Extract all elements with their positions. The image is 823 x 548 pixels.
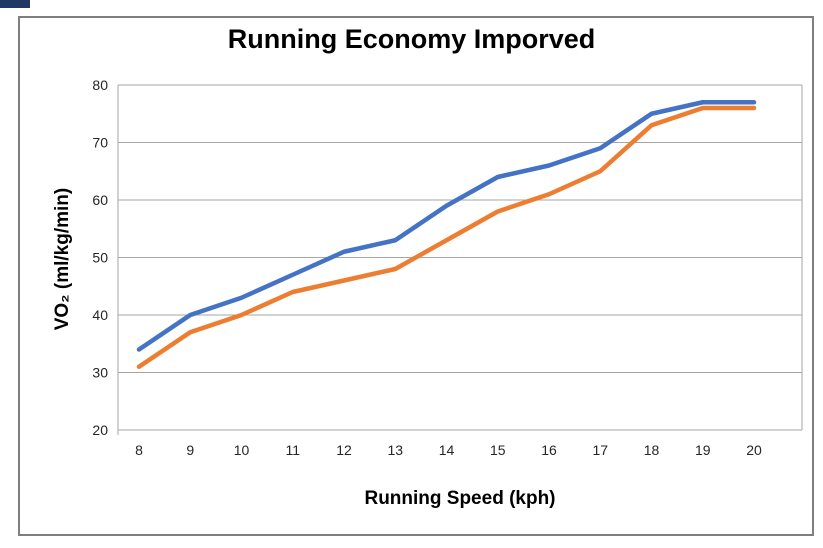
y-axis-title: VO₂ (ml/kg/min) (52, 187, 73, 331)
series-line-series2-orange (136, 105, 757, 369)
y-tick-label: 30 (92, 365, 108, 381)
y-tick-label: 40 (92, 307, 108, 323)
x-tick-label: 14 (439, 442, 455, 458)
x-tick-label: 19 (695, 442, 711, 458)
x-tick-label: 9 (186, 442, 194, 458)
y-tick-label: 80 (92, 77, 108, 93)
x-tick-label: 13 (387, 442, 403, 458)
x-tick-label: 8 (135, 442, 143, 458)
x-tick-label: 20 (746, 442, 762, 458)
x-tick-label: 12 (336, 442, 352, 458)
x-tick-label: 17 (592, 442, 608, 458)
x-tick-label: 16 (541, 442, 557, 458)
y-tick-label: 60 (92, 192, 108, 208)
x-tick-label: 10 (234, 442, 250, 458)
y-tick-label: 50 (92, 250, 108, 266)
y-tick-label: 20 (92, 422, 108, 438)
corner-accent (0, 0, 30, 8)
chart-border (18, 16, 814, 536)
x-tick-label: 18 (644, 442, 660, 458)
y-tick-label: 70 (92, 135, 108, 151)
chart-title: Running Economy Imporved (227, 24, 596, 54)
x-tick-label: 11 (285, 442, 300, 458)
series-line-series1-blue (136, 100, 757, 352)
x-axis-title: Running Speed (kph) (364, 488, 556, 509)
x-tick-label: 15 (490, 442, 506, 458)
